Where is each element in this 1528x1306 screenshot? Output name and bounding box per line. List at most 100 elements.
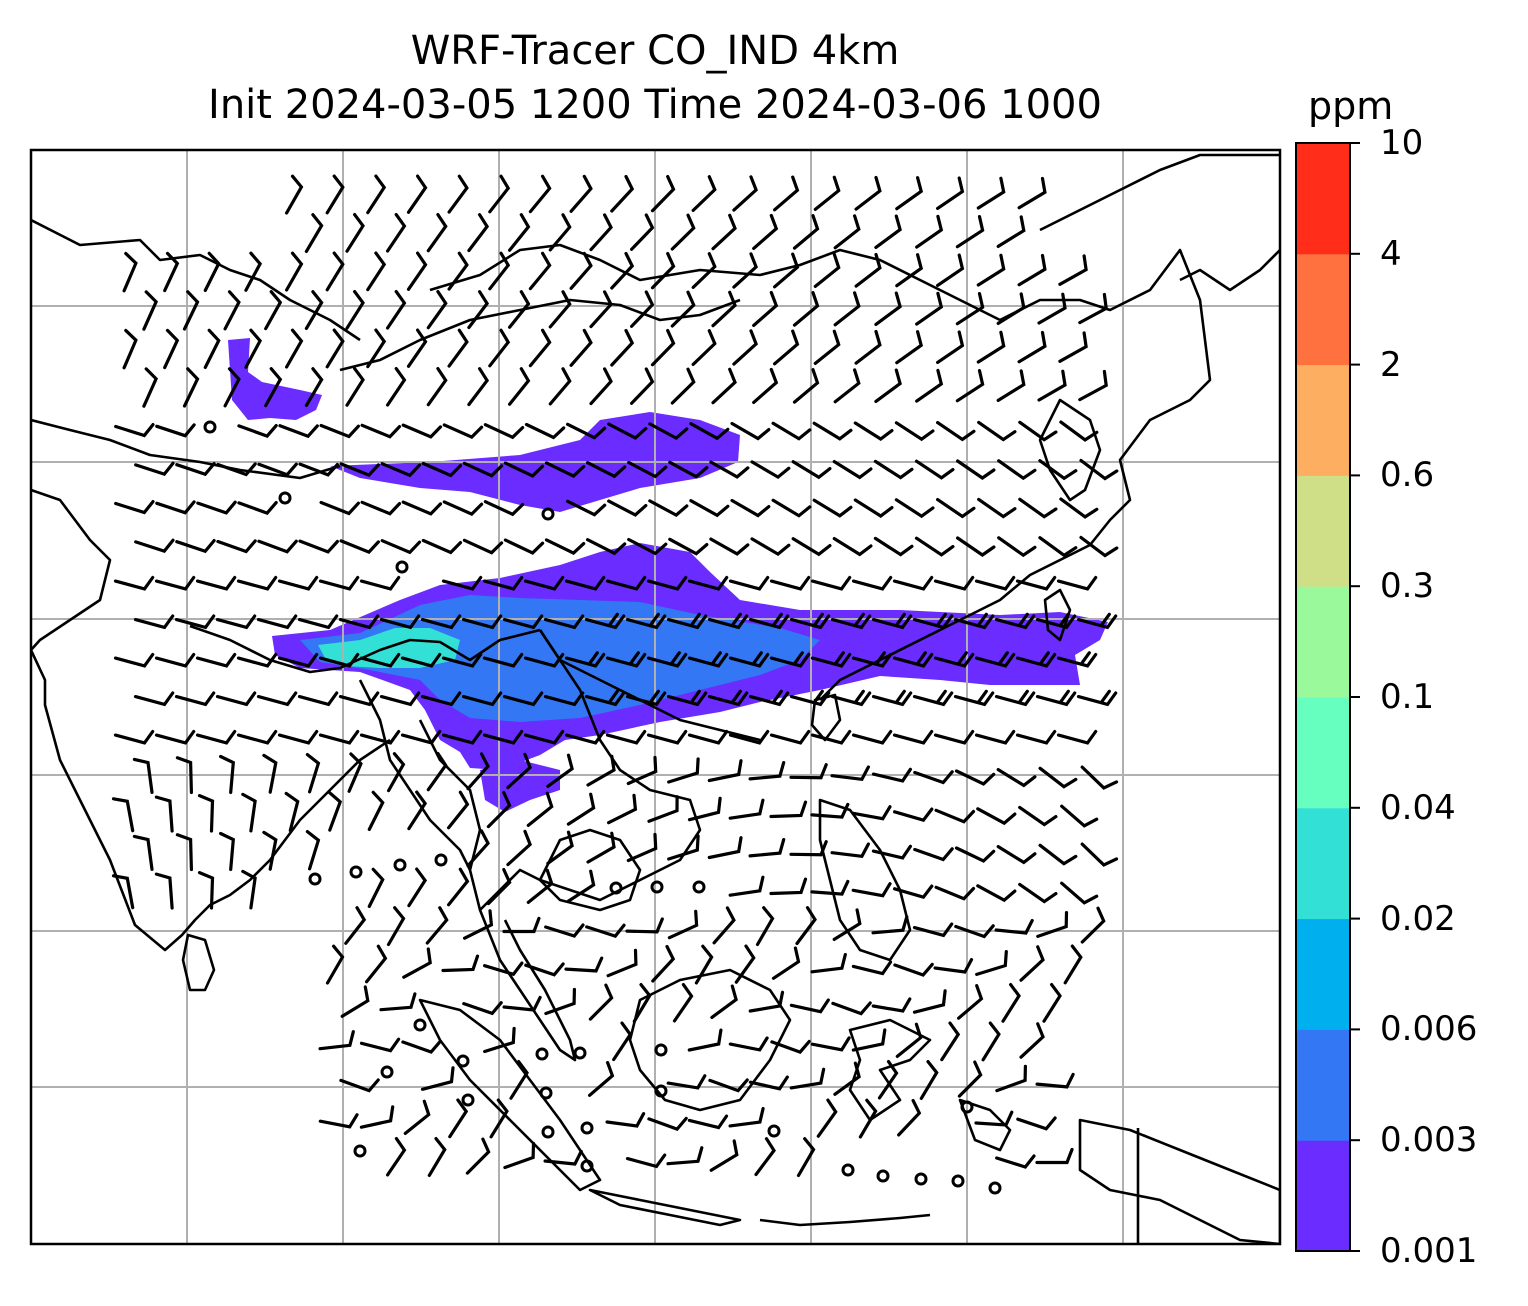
russia-coast [1039,153,1280,232]
calm-wind-marker [988,1181,1002,1195]
wind-barb [1017,330,1047,364]
wind-barb [610,328,635,367]
wind-barb [113,729,155,745]
wind-barb [216,539,257,554]
wind-barb [650,175,676,213]
wind-barb [647,795,679,823]
wind-barb [830,612,872,630]
wind-barb [830,765,870,782]
wind-barb [630,367,655,405]
wind-barb [182,367,200,408]
wind-barb [748,838,786,858]
wind-barb [1056,729,1098,745]
wind-barb [687,575,729,591]
wind-barb [318,729,360,745]
wind-barb [607,793,638,825]
wind-barb [810,1036,851,1052]
wind-barb [154,729,196,745]
wind-barb [482,729,524,745]
wind-barb [897,1098,922,1137]
wind-barb [1042,983,1062,1023]
wind-barb [732,252,758,289]
wind-barb [1035,689,1077,707]
wind-barb [625,917,664,934]
wind-barb [996,215,1026,248]
sri-lanka [181,933,216,992]
wind-barb [874,291,902,326]
wind-barb [304,367,324,407]
wind-barb [1038,843,1078,866]
calm-wind-marker [609,881,623,895]
calm-wind-marker [456,1054,470,1068]
wind-barb [1001,983,1021,1023]
colorbar-tick-label: 0.02 [1380,898,1456,939]
wind-barbs [111,174,1119,1178]
wind-barb [919,1060,939,1100]
wind-barb [854,252,882,288]
wind-barb [589,367,613,406]
wind-barb [854,175,882,211]
wind-barb [934,808,976,824]
wind-barb [483,1026,516,1054]
wind-barb [789,1067,826,1090]
wind-barb [304,290,324,330]
wind-barb [506,829,532,867]
wind-barb [893,962,934,977]
wind-barb [895,176,924,211]
calm-wind-marker [960,1100,974,1114]
wind-barb [915,214,944,249]
wind-barb [955,369,985,403]
wind-barb [789,763,828,780]
wind-barb [122,251,138,293]
wind-barb [625,689,667,707]
wind-barb [1076,689,1118,707]
colorbar-segment [1296,807,1350,920]
wind-barb [486,868,512,906]
wind-barb [441,954,480,973]
pakistan-afghan-border [31,218,361,342]
wind-barb [566,869,596,903]
wind-barb [771,421,812,441]
wind-barb [813,329,841,365]
wind-barb [223,367,241,408]
wind-barb [359,652,401,668]
wind-barb [730,421,771,441]
wind-barb [1019,1022,1045,1059]
wind-barb [711,290,737,328]
calm-wind-marker [692,880,706,894]
wind-barb [237,424,278,438]
wind-barb [1038,459,1078,481]
wind-barb [297,691,339,707]
wind-barb [406,174,428,214]
wind-barb [463,909,494,940]
wind-barb [627,460,668,479]
coastlines-borders [31,153,1280,1244]
wind-barb [1063,944,1083,985]
wind-barb [400,729,442,745]
wind-barb [297,614,339,630]
wind-barb [710,984,738,1019]
wind-barb [810,651,852,668]
wind-barb [748,990,785,1013]
wind-barb [687,1114,729,1130]
wind-barb [754,1137,776,1177]
wind-barb [769,575,811,591]
wind-barb [154,652,196,668]
wind-barb [995,1064,1027,1093]
plume-northwest-patch [228,338,322,420]
wind-barb [851,1028,887,1052]
wind-barb [262,830,278,871]
wind-barb [732,329,758,366]
wind-barb [666,1074,707,1090]
wind-barb [627,537,668,556]
colorbar-tick-label: 0.001 [1380,1231,1478,1271]
wind-barb [447,328,469,368]
wind-barb [543,1149,583,1166]
wind-barb [646,729,688,745]
wind-barb [305,830,321,871]
wind-barb [810,802,850,819]
wind-barb [974,575,1016,591]
wind-barb [244,328,263,369]
wind-barb [1035,1147,1074,1165]
wind-barb [667,909,699,940]
